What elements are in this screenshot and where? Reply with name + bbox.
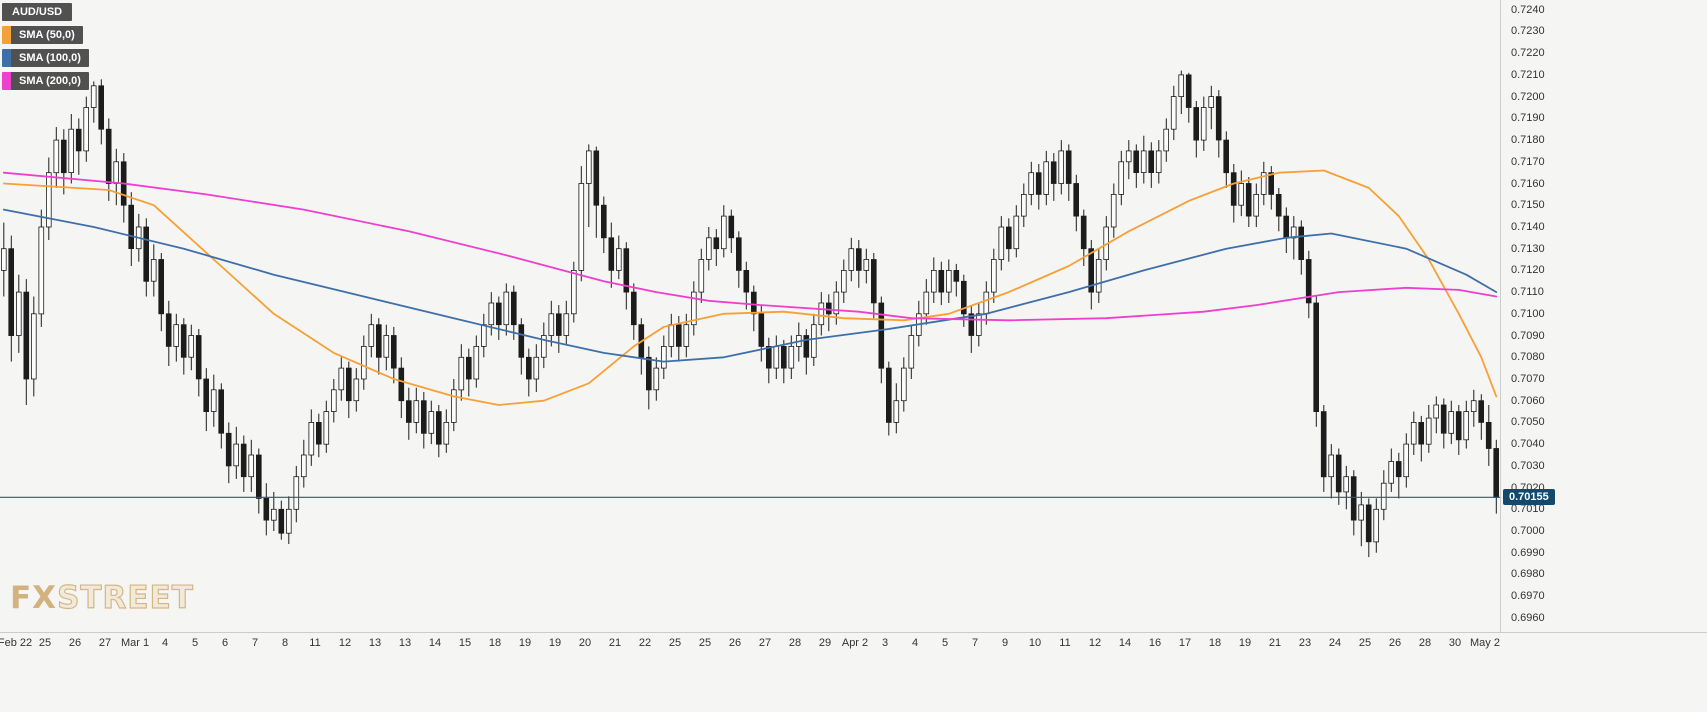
x-axis-tick-label: 4 (911, 637, 919, 649)
y-axis-tick-label: 0.7200 (1511, 90, 1545, 103)
y-axis-tick-label: 0.7230 (1511, 25, 1545, 38)
legend-sma-200[interactable]: SMA (200,0) (2, 72, 89, 90)
x-axis-tick-label: 25 (698, 637, 712, 649)
y-axis-tick-label: 0.7070 (1511, 372, 1545, 385)
x-axis-tick-label: 20 (578, 637, 592, 649)
x-axis-tick-label: 22 (638, 637, 652, 649)
y-axis-tick-label: 0.7090 (1511, 329, 1545, 342)
sma-50-color-chip (2, 26, 11, 44)
y-axis-tick-label: 0.6960 (1511, 611, 1545, 624)
x-axis-tick-label: 11 (1059, 637, 1071, 649)
x-axis-tick-label: 4 (161, 637, 169, 649)
legend-sma-100[interactable]: SMA (100,0) (2, 49, 89, 67)
x-axis-tick-label: 27 (98, 637, 112, 649)
x-axis-tick-label: 26 (728, 637, 742, 649)
x-axis-tick-label: 8 (281, 637, 289, 649)
x-axis-tick-label: May 2 (1470, 637, 1500, 649)
sma-100-color-chip (2, 49, 11, 67)
x-axis-tick-label: 18 (488, 637, 502, 649)
y-axis-tick-label: 0.7060 (1511, 394, 1545, 407)
y-axis-tick-label: 0.7100 (1511, 307, 1545, 320)
y-axis-tick-label: 0.7130 (1511, 242, 1545, 255)
x-axis-tick-label: 28 (788, 637, 802, 649)
y-axis-tick-label: 0.7110 (1511, 286, 1544, 299)
legend-sma-200-label: SMA (200,0) (11, 72, 89, 90)
x-axis-tick-label: 6 (221, 637, 229, 649)
y-axis-tick-label: 0.7140 (1511, 220, 1545, 233)
x-axis-tick-label: 10 (1028, 637, 1042, 649)
current-price-badge: 0.70155 (1503, 489, 1555, 506)
x-axis-tick-label: 21 (608, 637, 622, 649)
x-axis-tick-label: 18 (1208, 637, 1222, 649)
x-axis-tick-label: 15 (458, 637, 472, 649)
x-axis-tick-label: 28 (1418, 637, 1432, 649)
x-axis-tick-label: 26 (68, 637, 82, 649)
x-axis-tick-label: 25 (38, 637, 52, 649)
x-axis-tick-label: 25 (668, 637, 682, 649)
x-axis-tick-label: 19 (518, 637, 532, 649)
x-axis-tick-label: 17 (1178, 637, 1192, 649)
x-axis-tick-label: Apr 2 (841, 637, 869, 649)
fxstreet-logo: FXSTREET (10, 579, 194, 616)
x-axis-tick-label: 5 (191, 637, 199, 649)
x-axis-tick-label: 30 (1448, 637, 1462, 649)
legend: AUD/USD SMA (50,0) SMA (100,0) SMA (200,… (2, 3, 89, 90)
x-axis-tick-label: 27 (758, 637, 772, 649)
price-axis-separator (1500, 0, 1501, 633)
x-axis-tick-label: 13 (398, 637, 412, 649)
y-axis-tick-label: 0.7150 (1511, 199, 1545, 212)
y-axis-tick-label: 0.7240 (1511, 3, 1545, 16)
x-axis-tick-label: 7 (251, 637, 259, 649)
legend-sma-50-label: SMA (50,0) (11, 26, 83, 44)
x-axis-tick-label: 16 (1148, 637, 1162, 649)
time-axis[interactable]: Feb 22 25 26 27 Mar 1 4 5 6 7 8 11 12 13 13 14 15 18 19 19… (0, 637, 1500, 657)
y-axis-tick-label: 0.7010 (1511, 503, 1545, 516)
y-axis-tick-label: 0.7220 (1511, 47, 1545, 60)
y-axis-tick-label: 0.7120 (1511, 264, 1545, 277)
x-axis-tick-label: 25 (1358, 637, 1372, 649)
symbol-badge[interactable]: AUD/USD (2, 3, 73, 21)
x-axis-tick-label: 12 (338, 637, 352, 649)
x-axis-tick-label: 5 (941, 637, 949, 649)
y-axis-tick-label: 0.7190 (1511, 112, 1545, 125)
x-axis-tick-label: 19 (548, 637, 562, 649)
legend-sma-100-label: SMA (100,0) (11, 49, 89, 67)
y-axis-tick-label: 0.7170 (1511, 155, 1545, 168)
x-axis-tick-label: 3 (881, 637, 889, 649)
x-axis-tick-label: 11 (309, 637, 321, 649)
fxstreet-logo-street: STREET (56, 579, 194, 616)
y-axis-tick-label: 0.7160 (1511, 177, 1545, 190)
x-axis-tick-label: 29 (818, 637, 832, 649)
x-axis-tick-label: 7 (971, 637, 979, 649)
x-axis-tick-label: Mar 1 (120, 637, 150, 649)
legend-sma-50[interactable]: SMA (50,0) (2, 26, 83, 44)
y-axis-tick-label: 0.6990 (1511, 546, 1545, 559)
y-axis-tick-label: 0.7050 (1511, 416, 1545, 429)
y-axis-tick-label: 0.6970 (1511, 590, 1545, 603)
y-axis-tick-label: 0.7080 (1511, 351, 1545, 364)
x-axis-tick-label: 26 (1388, 637, 1402, 649)
x-axis-tick-label: 9 (1001, 637, 1009, 649)
x-axis-tick-label: 12 (1088, 637, 1102, 649)
x-axis-tick-label: Feb 22 (0, 637, 33, 649)
y-axis-tick-label: 0.7180 (1511, 134, 1545, 147)
y-axis-tick-label: 0.7210 (1511, 68, 1545, 81)
y-axis-tick-label: 0.6980 (1511, 568, 1545, 581)
x-axis-tick-label: 14 (1118, 637, 1132, 649)
y-axis-tick-label: 0.7040 (1511, 438, 1545, 451)
sma-200-color-chip (2, 72, 11, 90)
y-axis-tick-label: 0.7030 (1511, 459, 1545, 472)
x-axis-tick-label: 14 (428, 637, 442, 649)
x-axis-tick-label: 21 (1268, 637, 1282, 649)
time-axis-separator (0, 632, 1707, 633)
candlestick-chart[interactable] (0, 0, 1500, 632)
x-axis-tick-label: 13 (368, 637, 382, 649)
x-axis-tick-label: 23 (1298, 637, 1312, 649)
price-axis[interactable]: 0.7240 0.7230 0.7220 0.7210 0.7200 0.7190 0.71… (1505, 0, 1705, 632)
y-axis-tick-label: 0.7000 (1511, 525, 1545, 537)
x-axis-tick-label: 24 (1328, 637, 1342, 649)
x-axis-tick-label: 19 (1238, 637, 1252, 649)
fxstreet-logo-fx: FX (10, 580, 58, 616)
